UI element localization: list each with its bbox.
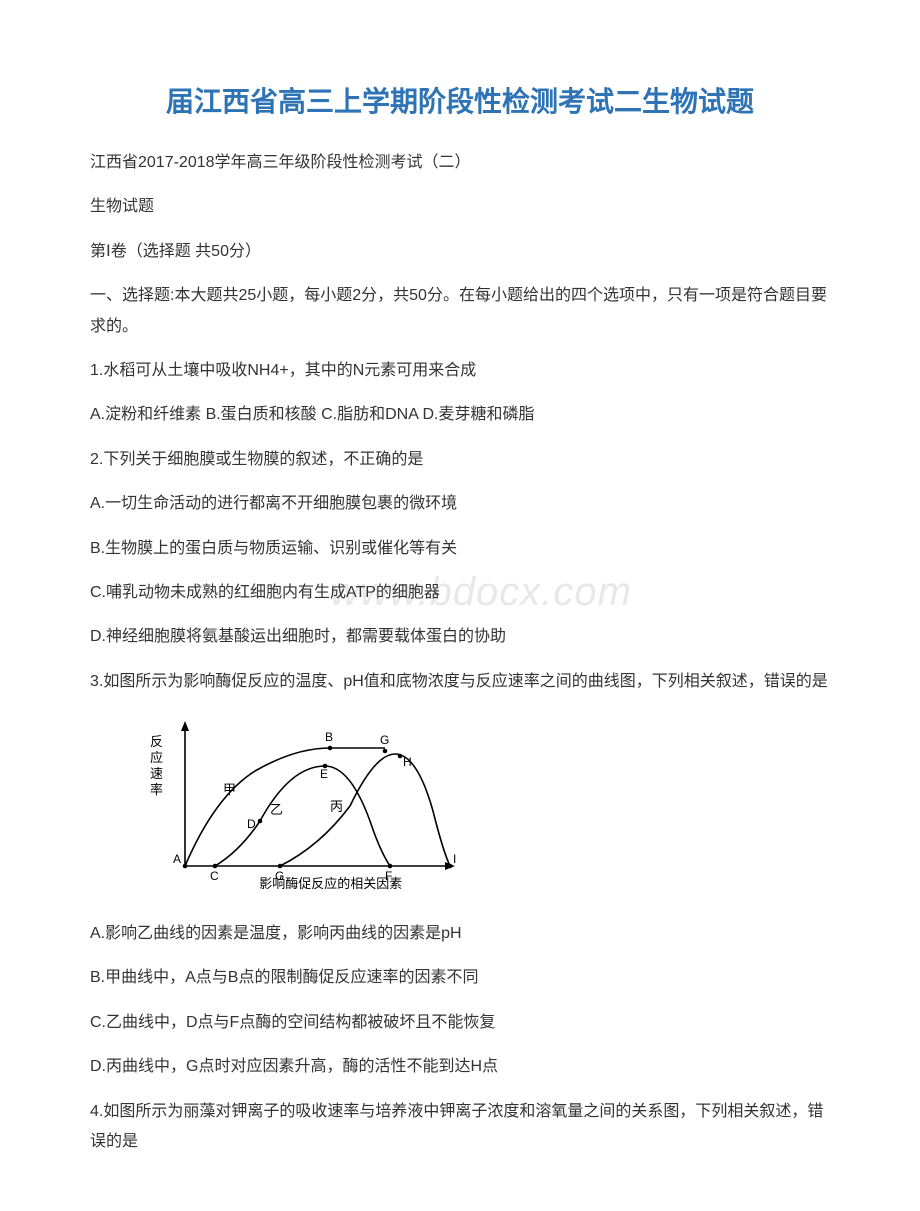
svg-text:率: 率	[150, 782, 163, 797]
section-header: 第Ⅰ卷（选择题 共50分）	[90, 237, 830, 267]
q2-stem: 2.下列关于细胞膜或生物膜的叙述，不正确的是	[90, 445, 830, 475]
q2-opt-a: A.一切生命活动的进行都离不开细胞膜包裹的微环境	[90, 489, 830, 519]
q2-opt-c: C.哺乳动物未成熟的红细胞内有生成ATP的细胞器	[90, 578, 830, 608]
subtitle-line-2: 生物试题	[90, 192, 830, 222]
svg-text:G: G	[380, 733, 389, 747]
page-title: 届江西省高三上学期阶段性检测考试二生物试题	[90, 80, 830, 120]
svg-text:D: D	[247, 817, 256, 831]
q2-opt-b: B.生物膜上的蛋白质与物质运输、识别或催化等有关	[90, 534, 830, 564]
svg-text:I: I	[453, 852, 456, 866]
q3-opt-c: C.乙曲线中，D点与F点酶的空间结构都被破坏且不能恢复	[90, 1008, 830, 1038]
q3-opt-b: B.甲曲线中，A点与B点的限制酶促反应速率的因素不同	[90, 963, 830, 993]
subtitle-line-1: 江西省2017-2018学年高三年级阶段性检测考试（二）	[90, 148, 830, 178]
svg-text:乙: 乙	[270, 802, 283, 817]
q2-opt-d: D.神经细胞膜将氨基酸运出细胞时，都需要载体蛋白的协助	[90, 622, 830, 652]
svg-text:速: 速	[150, 766, 163, 781]
q4-stem: 4.如图所示为丽藻对钾离子的吸收速率与培养液中钾离子浓度和溶氧量之间的关系图，下…	[90, 1097, 830, 1158]
svg-text:E: E	[320, 767, 328, 781]
svg-text:G: G	[275, 869, 284, 883]
svg-text:反: 反	[150, 734, 163, 749]
q3-opt-d: D.丙曲线中，G点时对应因素升高，酶的活性不能到达H点	[90, 1052, 830, 1082]
svg-text:B: B	[325, 730, 333, 744]
svg-text:A: A	[173, 852, 181, 866]
q3-opt-a: A.影响乙曲线的因素是温度，影响丙曲线的因素是pH	[90, 919, 830, 949]
q3-chart: 反应速率影响酶促反应的相关因素AB甲CDEF乙GGHI丙	[130, 711, 830, 901]
q3-stem: 3.如图所示为影响酶促反应的温度、pH值和底物浓度与反应速率之间的曲线图，下列相…	[90, 667, 830, 697]
q1-stem: 1.水稻可从土壤中吸收NH4+，其中的N元素可用来合成	[90, 356, 830, 386]
svg-text:丙: 丙	[330, 799, 343, 814]
svg-text:甲: 甲	[223, 782, 236, 797]
enzyme-curves-chart: 反应速率影响酶促反应的相关因素AB甲CDEF乙GGHI丙	[130, 711, 470, 901]
svg-text:F: F	[385, 869, 392, 883]
svg-text:C: C	[210, 869, 219, 883]
instructions: 一、选择题:本大题共25小题，每小题2分，共50分。在每小题给出的四个选项中，只…	[90, 281, 830, 342]
svg-text:应: 应	[150, 750, 163, 765]
svg-text:H: H	[403, 755, 412, 769]
q1-options: A.淀粉和纤维素 B.蛋白质和核酸 C.脂肪和DNA D.麦芽糖和磷脂	[90, 400, 830, 430]
